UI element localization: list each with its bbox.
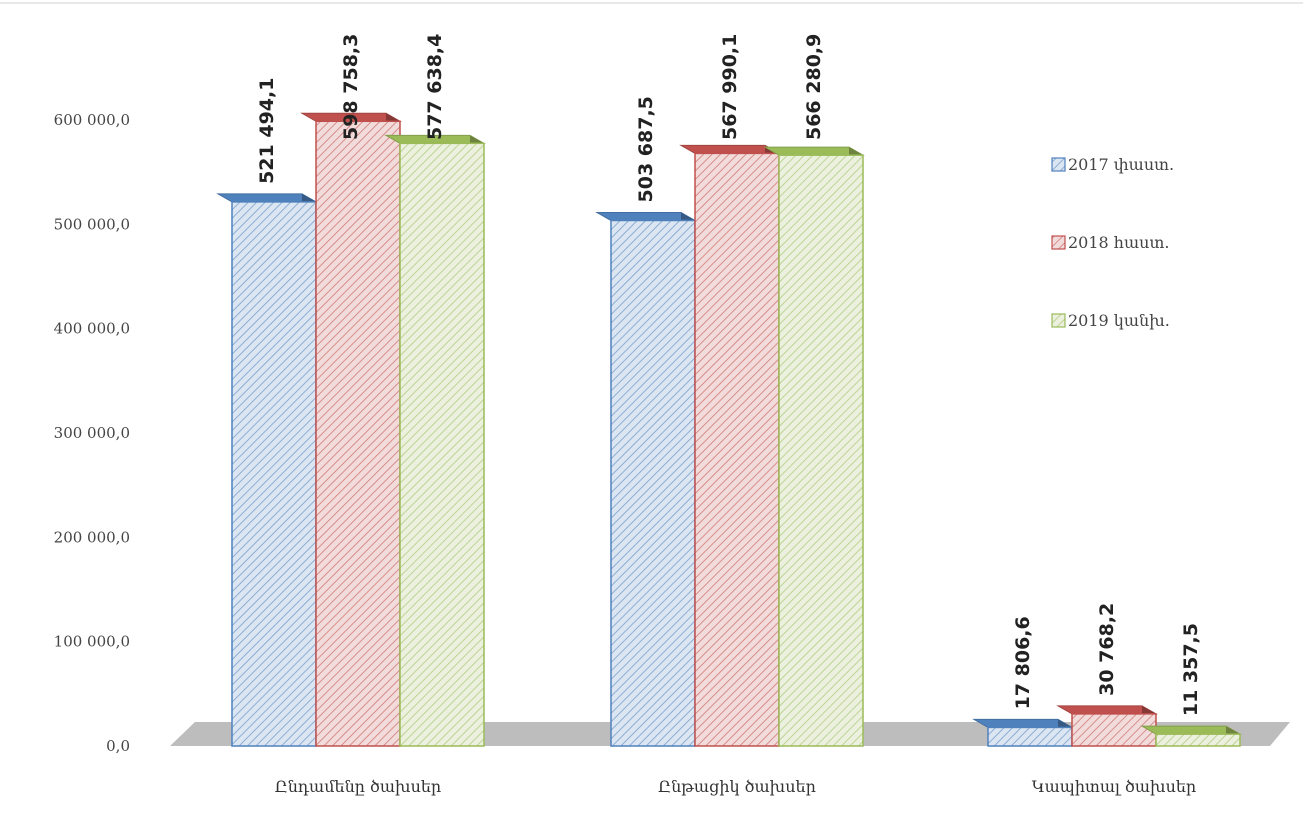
- y-tick-label: 300 000,0: [54, 424, 130, 442]
- bar: [1140, 725, 1242, 747]
- y-tick-label: 500 000,0: [54, 215, 130, 233]
- y-tick-label: 0,0: [106, 737, 130, 755]
- category-label: Կապիտալ ծախսեր: [1032, 777, 1196, 796]
- bar: [763, 146, 865, 747]
- data-label: 567 990,1: [719, 34, 741, 140]
- data-label: 566 280,9: [803, 34, 825, 140]
- legend-swatch: [1051, 313, 1066, 328]
- bar: [595, 211, 697, 747]
- data-label: 17 806,6: [1012, 616, 1034, 709]
- data-label: 521 494,1: [256, 78, 278, 184]
- bar: [300, 112, 402, 747]
- y-tick-label: 100 000,0: [54, 633, 130, 651]
- bar: [384, 134, 486, 747]
- y-tick-label: 400 000,0: [54, 320, 130, 338]
- category-label: Ընդամենը ծախսեր: [275, 777, 441, 796]
- data-label: 577 638,4: [424, 34, 446, 140]
- legend-item: 2017 փաստ.: [1051, 155, 1174, 174]
- bar: [1056, 705, 1158, 747]
- category-label: Ընթացիկ ծախսեր: [658, 777, 816, 796]
- data-label: 598 758,3: [340, 34, 362, 140]
- legend-item: 2019 կանխ.: [1051, 311, 1170, 330]
- legend-swatch: [1051, 235, 1066, 250]
- bar: [972, 718, 1074, 747]
- y-tick-label: 600 000,0: [54, 111, 130, 129]
- data-label: 11 357,5: [1180, 623, 1202, 716]
- bar: [679, 144, 781, 747]
- legend-label: 2019 կանխ.: [1068, 311, 1170, 330]
- data-label: 30 768,2: [1096, 603, 1118, 696]
- bar: [216, 193, 318, 747]
- legend-item: 2018 հաստ.: [1051, 233, 1169, 252]
- y-tick-label: 200 000,0: [54, 528, 130, 546]
- data-label: 503 687,5: [635, 96, 657, 202]
- legend-swatch: [1051, 157, 1066, 172]
- legend-label: 2017 փաստ.: [1068, 155, 1174, 174]
- legend-label: 2018 հաստ.: [1068, 233, 1169, 252]
